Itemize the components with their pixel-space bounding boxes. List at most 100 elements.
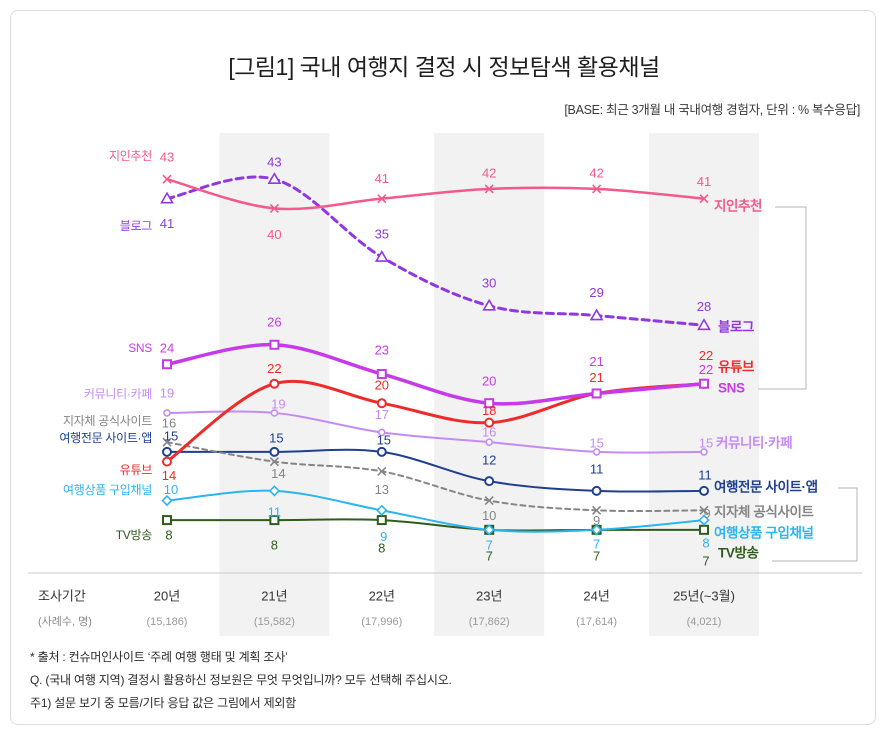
series-name-right-local-gov-site: 지자체 공식사이트 — [714, 504, 814, 520]
series-name-right-referral: 지인추천 — [714, 198, 762, 214]
point-community-cafe — [700, 448, 708, 456]
data-label-youtube: 14 — [162, 468, 176, 483]
sample-size-label: (17,614) — [576, 616, 617, 628]
series-name-left-blog: 블로그 — [120, 219, 152, 233]
data-label-travel-product-channel: 9 — [380, 529, 387, 544]
point-referral — [592, 184, 602, 194]
data-label-tv-broadcast: 8 — [165, 528, 172, 543]
point-sns — [162, 359, 172, 370]
data-label-local-gov-site: 16 — [162, 416, 176, 431]
point-blog — [482, 298, 497, 311]
data-label-travel-site-app: 15 — [269, 430, 283, 445]
data-label-youtube: 22 — [267, 361, 281, 376]
series-name-left-local-gov-site: 지자체 공식사이트 — [63, 414, 152, 428]
data-label-travel-product-channel: 8 — [702, 536, 709, 551]
point-travel-site-app — [162, 446, 172, 457]
data-label-sns: 23 — [375, 342, 389, 357]
data-label-travel-site-app: 11 — [590, 461, 604, 476]
point-local-gov-site — [699, 505, 709, 515]
series-name-left-tv-broadcast: TV방송 — [116, 528, 152, 542]
data-label-blog: 35 — [375, 227, 389, 242]
data-label-tv-broadcast: 8 — [378, 541, 385, 556]
series-name-right-community-cafe: 커뮤니티·카페 — [716, 436, 792, 451]
point-youtube — [269, 378, 280, 389]
point-sns — [484, 398, 495, 409]
data-label-local-gov-site: 9 — [593, 513, 600, 528]
data-label-youtube: 18 — [482, 403, 496, 418]
data-label-sns: 24 — [160, 341, 174, 356]
sample-size-label: (17,862) — [469, 616, 510, 628]
point-referral — [269, 203, 279, 213]
series-name-right-sns: SNS — [718, 381, 745, 396]
point-community-cafe — [163, 409, 171, 417]
point-tv-broadcast — [162, 515, 172, 526]
data-label-community-cafe: 16 — [482, 425, 496, 440]
data-label-travel-product-channel: 7 — [593, 536, 600, 551]
x-tick-label: 22년 — [369, 589, 395, 604]
point-blog — [267, 172, 282, 184]
x-axis-title: 조사기간 — [38, 589, 86, 604]
data-label-travel-site-app: 15 — [164, 428, 178, 443]
series-name-left-community-cafe: 커뮤니티·카페 — [84, 387, 152, 401]
point-referral — [484, 184, 494, 194]
bracket-lower — [772, 487, 858, 562]
data-label-community-cafe: 17 — [375, 407, 389, 422]
data-label-travel-product-channel: 11 — [268, 504, 282, 519]
point-local-gov-site — [377, 466, 387, 476]
label-brackets — [758, 206, 858, 562]
footnotes: * 출처 : 컨슈머인사이트 ‘주례 여행 행태 및 계획 조사’ Q. (국내… — [30, 647, 452, 716]
data-label-local-gov-site: 13 — [375, 482, 389, 497]
series-name-left-sns: SNS — [128, 341, 152, 355]
data-label-community-cafe: 19 — [271, 396, 285, 411]
point-travel-site-app — [376, 446, 387, 457]
series-name-left-youtube: 유튜브 — [120, 463, 152, 477]
point-sns — [269, 339, 280, 350]
point-referral — [377, 194, 387, 204]
sample-size-label: (17,996) — [361, 616, 402, 628]
x-tick-label: 21년 — [261, 589, 287, 604]
series-name-right-travel-site-app: 여행전문 사이트·앱 — [714, 479, 818, 495]
data-label-local-gov-site: 10 — [482, 508, 496, 523]
data-label-tv-broadcast: 7 — [486, 548, 493, 563]
series-markers — [160, 172, 711, 536]
point-blog — [589, 308, 604, 321]
data-label-referral: 40 — [267, 227, 281, 242]
point-youtube — [162, 456, 172, 467]
series-line-blog — [165, 175, 706, 327]
point-sns — [376, 368, 387, 379]
series-name-right-blog: 블로그 — [718, 320, 754, 335]
chart-subtitle: [BASE: 최근 3개월 내 국내여행 경험자, 단위 : % 복수응답] — [564, 103, 860, 117]
point-sns — [699, 378, 709, 389]
series-name-labels: 지인추천지인추천블로그블로그SNSSNS유튜브유튜브커뮤니티·카페커뮤니티·카페… — [59, 148, 818, 561]
point-travel-product-channel — [268, 485, 281, 497]
x-tick-label: 23년 — [476, 589, 502, 604]
data-label-travel-product-channel: 7 — [486, 537, 493, 552]
series-line-travel-product-channel — [166, 489, 705, 533]
data-label-tv-broadcast: 7 — [702, 553, 709, 568]
data-label-blog: 43 — [267, 155, 281, 170]
data-label-travel-site-app: 11 — [698, 467, 712, 482]
point-tv-broadcast — [699, 524, 709, 535]
series-name-left-travel-site-app: 여행전문 사이트·앱 — [59, 430, 152, 445]
series-name-left-travel-product-channel: 여행상품 구입채널 — [63, 482, 152, 497]
x-tick-label: 24년 — [583, 589, 609, 604]
point-community-cafe — [485, 438, 494, 446]
column-bands — [219, 133, 759, 636]
point-blog — [160, 191, 174, 204]
point-tv-broadcast — [269, 515, 280, 526]
data-label-sns: 22 — [699, 362, 713, 377]
point-local-gov-site — [269, 457, 279, 467]
point-travel-product-channel — [376, 504, 388, 516]
series-name-left-referral: 지인추천 — [109, 148, 152, 163]
data-label-referral: 41 — [697, 174, 711, 189]
series-name-right-youtube: 유튜브 — [718, 360, 755, 375]
data-label-travel-site-app: 12 — [482, 453, 496, 468]
data-label-youtube: 22 — [699, 348, 713, 363]
point-travel-product-channel — [161, 494, 173, 507]
point-travel-site-app — [699, 485, 709, 496]
chart-title: [그림1] 국내 여행지 결정 시 정보탐색 활용채널 — [228, 54, 660, 80]
series-line-sns — [165, 343, 706, 406]
data-label-travel-product-channel: 10 — [164, 482, 178, 497]
data-label-tv-broadcast: 8 — [271, 538, 278, 553]
